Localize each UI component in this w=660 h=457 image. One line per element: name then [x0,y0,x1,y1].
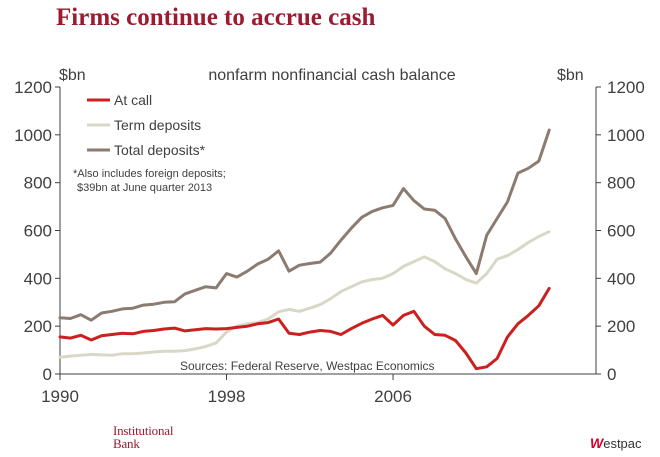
right-tick-label: 200 [607,317,635,336]
x-tick-label: 1990 [41,387,79,406]
legend-label-term-deposits: Term deposits [114,117,201,133]
slide-title: Firms continue to accrue cash [56,4,376,31]
footnote-line-2: $39bn at June quarter 2013 [77,182,212,194]
right-tick-label: 0 [607,365,616,384]
source-note: Sources: Federal Reserve, Westpac Econom… [180,359,435,373]
right-tick-label: 600 [607,222,635,241]
chart-title: nonfarm nonfinancial cash balance [208,67,455,84]
left-tick-label: 200 [24,317,52,336]
legend-label-total-deposits: Total deposits* [114,142,206,158]
institutional-bank-logo: Institutional Bank [113,424,173,450]
left-axis-unit: $bn [59,67,86,84]
right-tick-label: 400 [607,269,635,288]
x-tick-label: 2006 [374,387,412,406]
left-tick-label: 400 [24,269,52,288]
x-tick-label: 1998 [208,387,246,406]
left-tick-label: 0 [43,365,52,384]
series-line-at-call [58,286,551,371]
series-lines [58,128,551,371]
axes: 0 0 200 200 400 400 600 600 800 800 1000 1000 1200 12… [14,78,645,406]
westpac-logo-text: estpac [603,435,642,451]
right-axis-unit: $bn [557,67,584,84]
left-tick-label: 1200 [14,78,52,97]
westpac-logo: W estpac [590,435,642,451]
footnote-line-1: *Also includes foreign deposits; [73,168,226,180]
right-tick-label: 1200 [607,78,645,97]
right-tick-label: 1000 [607,126,645,145]
legend-label-at-call: At call [114,92,152,108]
left-tick-label: 800 [24,174,52,193]
series-line-term-deposits [58,230,551,359]
legend: At call Term deposits Total deposits* [87,92,206,158]
institutional-bank-logo-line2: Bank [113,436,140,451]
westpac-w-icon: W [590,435,604,451]
left-tick-label: 1000 [14,126,52,145]
left-tick-label: 600 [24,222,52,241]
institutional-bank-logo-line1: Institutional [113,423,174,438]
right-tick-label: 800 [607,174,635,193]
series-line-total-deposits [58,128,551,322]
